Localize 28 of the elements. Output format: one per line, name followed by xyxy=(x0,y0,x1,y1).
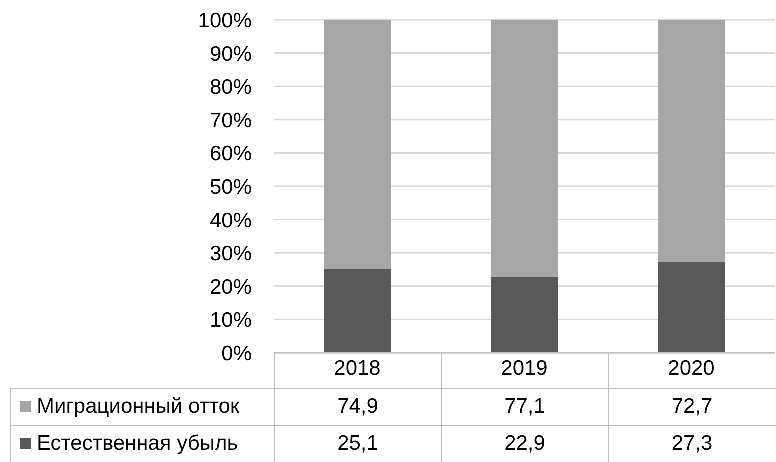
data-label: 22,9 xyxy=(442,425,608,462)
bar xyxy=(324,20,392,270)
data-label: 77,1 xyxy=(442,388,608,425)
y-tick-label: 30% xyxy=(210,242,252,266)
y-tick-label: 40% xyxy=(210,209,252,232)
y-tick-label: 0% xyxy=(222,342,252,366)
bar xyxy=(658,262,726,353)
y-tick-label: 20% xyxy=(210,276,252,299)
legend-label: Естественная убыль xyxy=(37,432,238,456)
data-label: 72,7 xyxy=(608,388,776,425)
bar xyxy=(658,20,726,262)
y-tick-label: 70% xyxy=(210,109,252,132)
data-label: 74,9 xyxy=(274,388,442,425)
y-tick-label: 10% xyxy=(210,309,252,332)
x-tick-label: 2018 xyxy=(334,356,381,380)
bar xyxy=(491,276,558,353)
legend-label: Миграционный отток xyxy=(37,394,240,419)
data-label: 25,1 xyxy=(274,425,442,462)
data-label: 27,3 xyxy=(608,425,776,462)
y-tick-label: 100% xyxy=(198,9,252,32)
y-tick-label: 80% xyxy=(210,76,252,100)
x-tick-label: 2019 xyxy=(501,356,548,380)
y-tick-label: 60% xyxy=(210,142,252,166)
bar xyxy=(324,269,392,353)
bar xyxy=(491,20,558,277)
y-tick-label: 50% xyxy=(210,176,252,199)
x-tick-label: 2020 xyxy=(668,356,715,380)
y-tick-label: 90% xyxy=(210,42,252,66)
